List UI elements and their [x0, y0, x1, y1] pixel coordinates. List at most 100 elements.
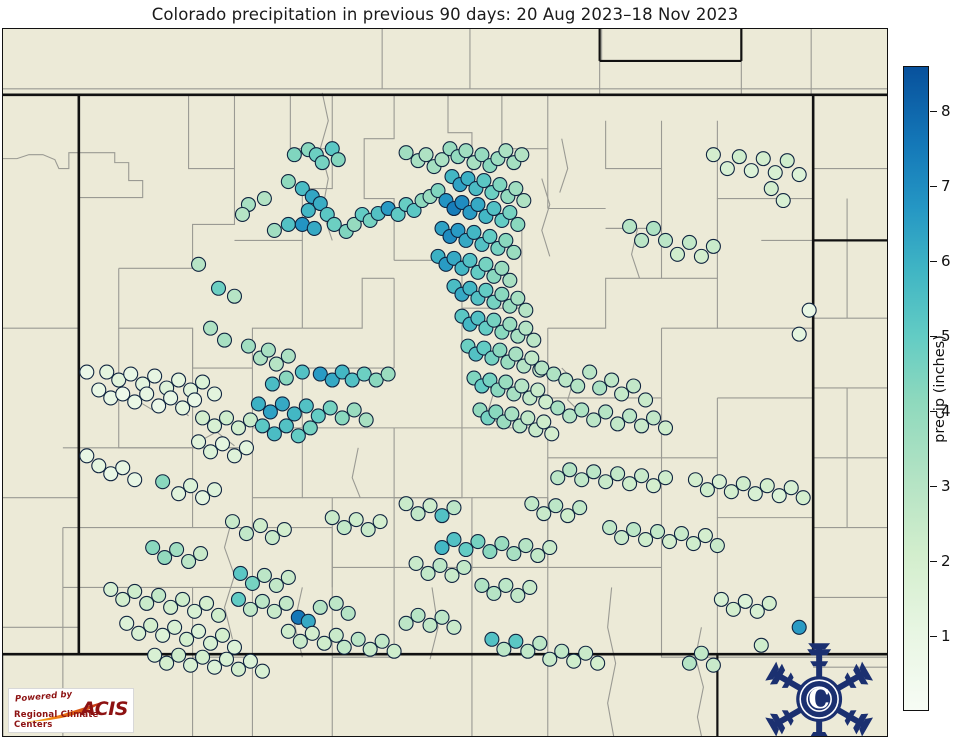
precip-station-marker[interactable]: [775, 192, 791, 209]
precip-station-marker[interactable]: [418, 147, 434, 163]
precip-station-marker[interactable]: [498, 374, 514, 390]
precip-station-marker[interactable]: [506, 545, 522, 562]
precip-station-marker[interactable]: [518, 320, 534, 336]
precip-station-marker[interactable]: [460, 171, 476, 187]
precip-station-marker[interactable]: [510, 587, 526, 603]
precip-station-marker[interactable]: [572, 500, 588, 516]
precip-station-marker[interactable]: [749, 603, 765, 619]
precip-station-marker[interactable]: [795, 490, 811, 506]
precip-station-marker[interactable]: [526, 332, 542, 348]
precip-station-marker[interactable]: [743, 163, 759, 179]
precip-station-marker[interactable]: [661, 534, 678, 550]
precip-station-marker[interactable]: [478, 256, 494, 272]
precip-station-marker[interactable]: [550, 400, 566, 416]
precip-station-marker[interactable]: [254, 418, 270, 434]
precip-station-marker[interactable]: [300, 202, 316, 219]
precip-station-marker[interactable]: [230, 591, 247, 607]
precip-station-marker[interactable]: [79, 448, 95, 464]
precip-station-marker[interactable]: [262, 404, 278, 420]
precip-station-marker[interactable]: [163, 599, 179, 615]
precip-station-marker[interactable]: [791, 167, 807, 183]
precip-station-marker[interactable]: [358, 412, 374, 428]
precip-station-marker[interactable]: [159, 655, 175, 671]
precip-station-marker[interactable]: [103, 581, 119, 597]
precip-station-marker[interactable]: [450, 222, 466, 238]
precip-station-marker[interactable]: [610, 466, 626, 482]
precip-station-marker[interactable]: [280, 623, 296, 639]
precip-station-marker[interactable]: [171, 647, 187, 663]
precip-station-marker[interactable]: [518, 302, 534, 318]
precip-station-marker[interactable]: [252, 518, 268, 534]
precip-station-markers[interactable]: [79, 141, 817, 679]
precip-station-marker[interactable]: [753, 637, 769, 653]
precip-station-marker[interactable]: [123, 366, 139, 382]
precip-station-marker[interactable]: [747, 486, 763, 502]
precip-station-marker[interactable]: [294, 364, 310, 380]
precip-station-marker[interactable]: [187, 603, 203, 619]
precip-station-marker[interactable]: [280, 569, 296, 585]
precip-station-marker[interactable]: [462, 252, 478, 268]
precip-station-marker[interactable]: [368, 372, 384, 388]
precip-station-marker[interactable]: [681, 655, 697, 671]
precip-station-marker[interactable]: [268, 356, 284, 372]
precip-station-marker[interactable]: [171, 486, 187, 502]
precip-station-marker[interactable]: [681, 234, 697, 250]
precip-station-marker[interactable]: [115, 386, 131, 402]
precip-station-marker[interactable]: [434, 609, 450, 625]
precip-station-marker[interactable]: [230, 661, 247, 677]
precip-station-marker[interactable]: [761, 595, 777, 611]
precip-station-marker[interactable]: [280, 216, 296, 232]
precip-station-marker[interactable]: [280, 348, 296, 364]
precip-station-marker[interactable]: [336, 639, 352, 655]
precip-station-marker[interactable]: [226, 448, 243, 464]
precip-station-marker[interactable]: [534, 360, 550, 376]
precip-station-marker[interactable]: [598, 474, 614, 490]
precip-station-marker[interactable]: [410, 506, 426, 522]
precip-station-marker[interactable]: [536, 414, 552, 430]
precip-station-marker[interactable]: [446, 532, 462, 548]
precip-station-marker[interactable]: [508, 181, 524, 197]
precip-station-marker[interactable]: [157, 549, 173, 566]
precip-station-marker[interactable]: [508, 633, 524, 649]
precip-station-marker[interactable]: [298, 398, 314, 414]
precip-station-marker[interactable]: [502, 204, 518, 221]
precip-station-marker[interactable]: [206, 418, 223, 434]
precip-station-marker[interactable]: [430, 183, 446, 199]
precip-station-marker[interactable]: [685, 536, 701, 552]
precip-station-marker[interactable]: [226, 288, 243, 304]
precip-station-marker[interactable]: [771, 488, 787, 504]
precip-station-marker[interactable]: [530, 382, 546, 398]
precip-station-marker[interactable]: [151, 587, 167, 603]
precip-station-marker[interactable]: [767, 165, 783, 181]
precip-station-marker[interactable]: [218, 410, 235, 426]
map-panel[interactable]: C: [2, 28, 888, 737]
precip-station-marker[interactable]: [538, 394, 554, 410]
precip-station-marker[interactable]: [586, 412, 602, 428]
precip-station-marker[interactable]: [234, 206, 250, 223]
precip-station-marker[interactable]: [444, 567, 460, 583]
precip-station-marker[interactable]: [432, 557, 448, 574]
precip-station-marker[interactable]: [304, 625, 320, 641]
precip-station-marker[interactable]: [434, 540, 450, 556]
precip-station-marker[interactable]: [486, 585, 502, 601]
precip-station-marker[interactable]: [434, 152, 450, 168]
precip-station-marker[interactable]: [590, 655, 606, 671]
precip-station-marker[interactable]: [286, 147, 302, 163]
precip-station-marker[interactable]: [346, 402, 362, 418]
precip-station-marker[interactable]: [348, 512, 364, 528]
precip-station-marker[interactable]: [514, 378, 530, 394]
precip-station-marker[interactable]: [214, 436, 231, 452]
precip-station-marker[interactable]: [274, 396, 290, 412]
precip-station-marker[interactable]: [626, 522, 642, 538]
precip-station-marker[interactable]: [582, 364, 598, 380]
precip-station-marker[interactable]: [713, 591, 729, 607]
precip-station-marker[interactable]: [486, 200, 502, 217]
precip-station-marker[interactable]: [482, 543, 498, 560]
precip-station-marker[interactable]: [256, 567, 272, 583]
precip-station-marker[interactable]: [530, 547, 546, 564]
precip-station-marker[interactable]: [155, 474, 171, 490]
precip-station-marker[interactable]: [763, 181, 779, 197]
precip-station-marker[interactable]: [657, 420, 674, 436]
precip-station-marker[interactable]: [167, 619, 183, 635]
precip-station-marker[interactable]: [266, 603, 282, 619]
